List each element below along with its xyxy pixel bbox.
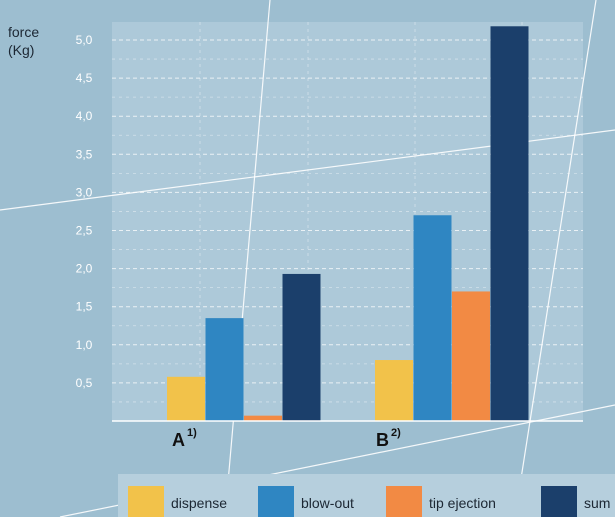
legend-label-tip-ejection: tip ejection bbox=[429, 495, 496, 511]
legend-swatch-tip-ejection bbox=[386, 486, 422, 517]
legend-label-dispense: dispense bbox=[171, 495, 227, 511]
bar-dispense-B bbox=[375, 360, 413, 421]
bar-blow-out-B bbox=[413, 215, 452, 421]
y-tick-label: 3,0 bbox=[76, 185, 93, 199]
legend-swatch-sum bbox=[541, 486, 577, 517]
y-axis-label-line-2: (Kg) bbox=[8, 42, 34, 58]
y-tick-label: 4,0 bbox=[76, 109, 93, 123]
decor-line bbox=[514, 0, 597, 517]
legend-swatch-dispense bbox=[128, 486, 164, 517]
bar-blow-out-A bbox=[205, 318, 244, 421]
bar-sum-B bbox=[490, 26, 529, 422]
y-tick-label: 1,0 bbox=[76, 338, 93, 352]
y-tick-label: 2,5 bbox=[76, 224, 93, 238]
y-tick-label: 3,5 bbox=[76, 147, 93, 161]
category-labels: A 1) B 2) bbox=[172, 427, 401, 450]
y-tick-labels: 0,5 1,0 1,5 2,0 2,5 3,0 3,5 4,0 4,5 5,0 bbox=[76, 33, 93, 390]
category-label-B: B bbox=[376, 430, 389, 450]
legend: dispense blow-out tip ejection sum bbox=[128, 486, 610, 517]
bar-sum-A bbox=[282, 273, 321, 421]
bar-dispense-A bbox=[167, 376, 205, 421]
legend-box bbox=[118, 474, 615, 517]
y-axis-label-line-1: force bbox=[8, 24, 39, 40]
legend-label-blow-out: blow-out bbox=[301, 495, 354, 511]
legend-label-sum: sum bbox=[584, 495, 610, 511]
y-tick-label: 2,0 bbox=[76, 262, 93, 276]
y-tick-label: 1,5 bbox=[76, 300, 93, 314]
y-tick-label: 5,0 bbox=[76, 33, 93, 47]
bar-tip-ejection-A bbox=[244, 415, 282, 421]
bar-tip-ejection-B bbox=[452, 291, 490, 421]
decor-line bbox=[224, 0, 271, 517]
bars bbox=[167, 26, 529, 422]
legend-swatch-blow-out bbox=[258, 486, 294, 517]
category-label-A: A bbox=[172, 430, 185, 450]
category-footnote-B: 2) bbox=[391, 427, 401, 439]
y-tick-label: 0,5 bbox=[76, 376, 93, 390]
y-tick-label: 4,5 bbox=[76, 71, 93, 85]
category-footnote-A: 1) bbox=[187, 427, 197, 439]
